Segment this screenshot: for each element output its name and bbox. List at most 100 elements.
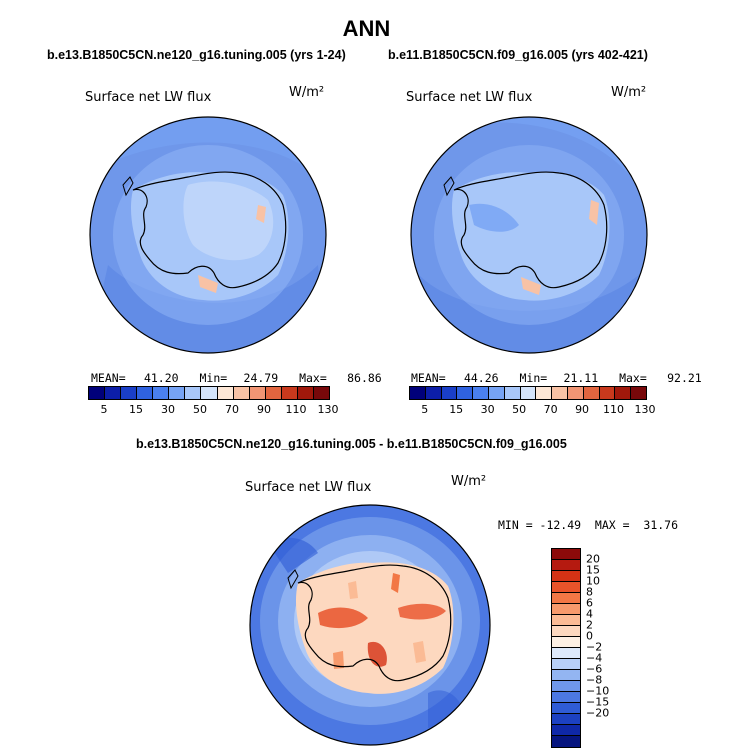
colorbar-tick-label: 5 — [421, 403, 429, 416]
colorbar-swatch — [89, 387, 106, 399]
diff-colorbar-swatch — [552, 582, 580, 593]
panel2-mean-label: MEAN= — [411, 371, 446, 385]
diff-colorbar-swatch — [552, 648, 580, 659]
colorbar-swatch — [615, 387, 632, 399]
diff-colorbar-tick-label: −6 — [586, 662, 603, 676]
colorbar-swatch — [153, 387, 170, 399]
colorbar-swatch — [425, 387, 442, 399]
panel2-field-label: Surface net LW flux — [406, 90, 533, 105]
colorbar-swatch — [520, 387, 537, 399]
diff-colorbar-swatch — [552, 593, 580, 604]
colorbar-swatch — [473, 387, 489, 399]
diff-colorbar-tick-label: −10 — [586, 684, 610, 698]
panel1-polar-map — [89, 116, 327, 354]
colorbar-tick-label: 15 — [129, 403, 143, 416]
colorbar-swatch — [457, 387, 474, 399]
colorbar-swatch — [583, 387, 600, 399]
colorbar-tick-label: 110 — [285, 403, 307, 416]
diff-colorbar-swatch — [552, 549, 580, 560]
diff-colorbar-tick-label: −8 — [586, 673, 603, 687]
diff-polar-map — [249, 504, 491, 746]
diff-colorbar-swatch — [552, 703, 580, 714]
colorbar-swatch — [488, 387, 505, 399]
colorbar-swatch — [441, 387, 458, 399]
panel2-min: 21.11 — [563, 371, 599, 385]
colorbar-swatch — [599, 387, 616, 399]
diff-colorbar-tick-label: −15 — [586, 695, 610, 709]
colorbar-swatch — [105, 387, 122, 399]
panel1-max: 86.86 — [347, 371, 382, 385]
panel2-colorbar — [409, 386, 647, 400]
panel2-stats: MEAN= 44.26 Min= 21.11 Max= 92.21 — [411, 371, 702, 385]
diff-colorbar-swatch — [552, 670, 580, 681]
colorbar-swatch — [201, 387, 218, 399]
diff-colorbar-swatch — [552, 637, 580, 648]
panel2-max-label: Max= — [619, 371, 647, 385]
colorbar-swatch — [567, 387, 584, 399]
colorbar-swatch — [504, 387, 521, 399]
diff-colorbar — [551, 548, 581, 748]
panel2-units: W/m² — [611, 85, 647, 100]
diff-colorbar-swatch — [552, 659, 580, 670]
colorbar-swatch — [137, 387, 154, 399]
panel1-colorbar-ticks: 5 15 30 50 70 90 110 130 — [88, 403, 339, 417]
panel1-min-label: Min= — [199, 371, 228, 385]
panel2-coastline — [453, 171, 608, 289]
colorbar-tick-label: 50 — [512, 403, 527, 416]
diff-colorbar-tick-label: 8 — [586, 585, 593, 599]
colorbar-tick-label: 130 — [317, 403, 339, 416]
panel2-antarctica — [451, 172, 610, 301]
diff-subtitle: b.e13.B1850C5CN.ne120_g16.tuning.005 - b… — [136, 437, 567, 451]
colorbar-tick-label: 30 — [480, 403, 495, 416]
diff-colorbar-swatch — [552, 725, 580, 736]
panel2-polar-map — [410, 116, 648, 354]
panel2-max: 92.21 — [667, 371, 702, 385]
colorbar-swatch — [410, 387, 426, 399]
panel2-subtitle: b.e11.B1850C5CN.f09_g16.005 (yrs 402-421… — [388, 48, 648, 62]
panel1-mean-label: MEAN= — [91, 371, 126, 385]
diff-colorbar-swatch — [552, 736, 580, 747]
diff-colorbar-tick-label: 2 — [586, 618, 593, 632]
colorbar-swatch — [185, 387, 202, 399]
diff-colorbar-tick-label: −20 — [586, 706, 610, 720]
colorbar-tick-label: 90 — [257, 403, 271, 416]
colorbar-tick-label: 30 — [161, 403, 175, 416]
colorbar-swatch — [233, 387, 250, 399]
diff-colorbar-swatch — [552, 714, 580, 725]
diff-colorbar-swatch — [552, 604, 580, 615]
colorbar-swatch — [281, 387, 298, 399]
colorbar-tick-label: 70 — [225, 403, 239, 416]
panel2-min-label: Min= — [519, 371, 548, 385]
colorbar-tick-label: 70 — [543, 403, 558, 416]
diff-colorbar-tick-label: 10 — [586, 574, 600, 588]
diff-colorbar-swatch — [552, 560, 580, 571]
panel1-field-label: Surface net LW flux — [85, 90, 212, 105]
diff-colorbar-tick-label: −2 — [586, 640, 603, 654]
colorbar-tick-label: 15 — [449, 403, 464, 416]
panel1-min: 24.79 — [243, 371, 279, 385]
diff-colorbar-tick-label: 4 — [586, 607, 593, 621]
colorbar-swatch — [631, 387, 646, 399]
diff-coastline — [297, 564, 452, 682]
colorbar-swatch — [249, 387, 266, 399]
colorbar-swatch — [217, 387, 234, 399]
colorbar-swatch — [297, 387, 314, 399]
diff-colorbar-swatch — [552, 615, 580, 626]
panel1-stats: MEAN= 41.20 Min= 24.79 Max= 86.86 — [91, 371, 382, 385]
panel1-subtitle: b.e13.B1850C5CN.ne120_g16.tuning.005 (yr… — [47, 48, 346, 62]
diff-colorbar-swatch — [552, 681, 580, 692]
colorbar-swatch — [169, 387, 186, 399]
panel2-mean: 44.26 — [463, 371, 499, 385]
panel1-units: W/m² — [289, 85, 325, 100]
diff-units: W/m² — [451, 474, 487, 489]
colorbar-tick-label: 130 — [634, 403, 656, 416]
diff-minmax: MIN = -12.49 MAX = 31.76 — [498, 518, 679, 532]
diff-colorbar-tick-label: −4 — [586, 651, 603, 665]
colorbar-swatch — [265, 387, 282, 399]
panel1-colorbar — [88, 386, 330, 400]
diff-colorbar-swatch — [552, 571, 580, 582]
diff-colorbar-ticks: 20 15 10 8 6 4 2 0 −2 −4 −6 −8 −10 −15 −20 — [586, 548, 626, 748]
diff-field-label: Surface net LW flux — [245, 480, 372, 495]
colorbar-swatch — [313, 387, 329, 399]
colorbar-swatch — [552, 387, 568, 399]
